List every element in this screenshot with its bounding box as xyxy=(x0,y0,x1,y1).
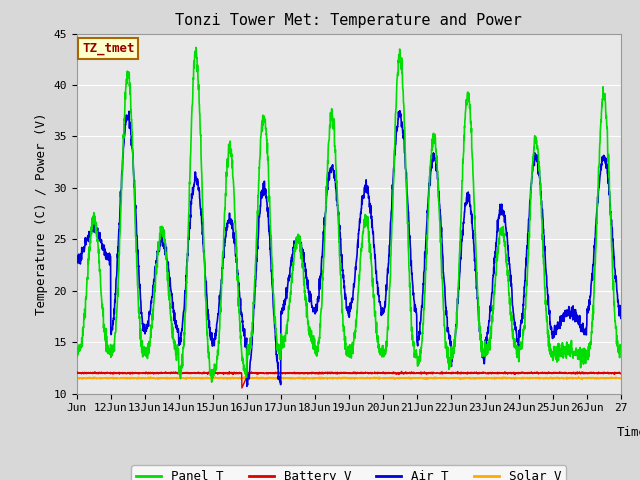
Text: TZ_tmet: TZ_tmet xyxy=(82,42,135,55)
X-axis label: Time: Time xyxy=(617,426,640,439)
Y-axis label: Temperature (C) / Power (V): Temperature (C) / Power (V) xyxy=(35,112,48,315)
Legend: Panel T, Battery V, Air T, Solar V: Panel T, Battery V, Air T, Solar V xyxy=(131,465,566,480)
Title: Tonzi Tower Met: Temperature and Power: Tonzi Tower Met: Temperature and Power xyxy=(175,13,522,28)
